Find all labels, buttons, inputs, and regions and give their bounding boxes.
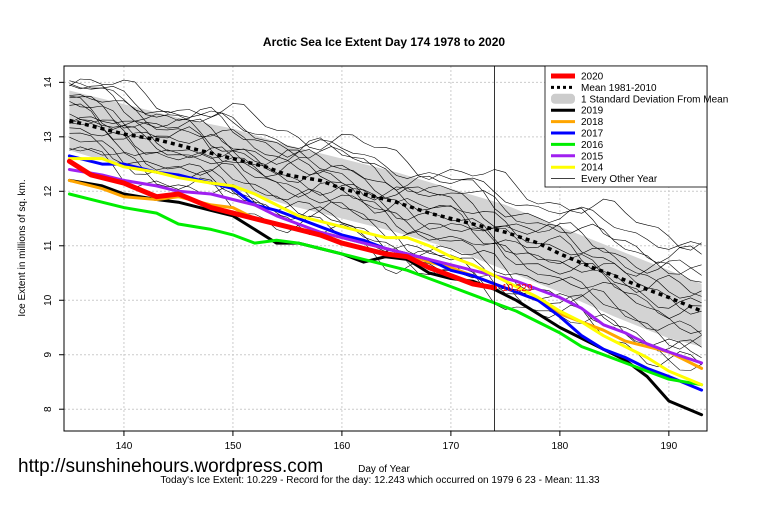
- y-tick-label-14: 14: [43, 76, 54, 88]
- y-axis-label: Ice Extent in millions of sq. km.: [17, 179, 28, 316]
- other-year-line-17: [69, 116, 702, 315]
- other-year-line-16: [69, 95, 702, 283]
- other-year-line-15: [69, 83, 702, 250]
- every-other-year-lines: [69, 78, 702, 371]
- other-year-line-6: [69, 103, 702, 297]
- x-tick-label-180: 180: [552, 441, 569, 452]
- other-year-line-13: [69, 146, 702, 371]
- watermark-url: http://sunshinehours.wordpress.com: [18, 456, 324, 477]
- x-tick-label-170: 170: [443, 441, 460, 452]
- other-year-line-8: [69, 113, 702, 320]
- other-year-line-3: [69, 94, 702, 299]
- y-tick-label-12: 12: [43, 185, 54, 197]
- axes: 140 150 160 170 180 190 8 9 10 11 12 13 14: [43, 76, 678, 452]
- y-tick-label-9: 9: [43, 352, 54, 358]
- annotation-label: 10.229: [502, 283, 533, 294]
- legend-label-6: 2016: [581, 140, 604, 151]
- other-year-line-7: [69, 119, 702, 334]
- other-year-line-5: [69, 101, 702, 309]
- y-tick-label-10: 10: [43, 294, 54, 306]
- legend-label-4: 2018: [581, 117, 604, 128]
- x-tick-label-140: 140: [116, 441, 133, 452]
- legend-label-5: 2017: [581, 129, 604, 140]
- summary-text: Today's Ice Extent: 10.229 - Record for …: [160, 475, 600, 486]
- y-tick-label-8: 8: [43, 406, 54, 412]
- legend-label-8: 2014: [581, 163, 604, 174]
- series-line-2016: [67, 192, 704, 387]
- legend-label-2: 1 Standard Deviation From Mean: [581, 94, 728, 105]
- legend-swatch-band: [551, 93, 575, 104]
- legend-label-7: 2015: [581, 151, 604, 162]
- series-line-2014: [67, 157, 704, 387]
- other-year-line-1: [69, 80, 702, 275]
- y-tick-label-11: 11: [43, 240, 54, 251]
- other-year-line-0: [69, 78, 702, 251]
- series-line-2020: [66, 158, 497, 291]
- std-band-layer: [69, 90, 702, 347]
- x-tick-label-150: 150: [225, 441, 242, 452]
- plot-frame: [63, 65, 708, 432]
- other-year-line-4: [69, 96, 702, 276]
- series-lines: [66, 154, 704, 417]
- legend-label-3: 2019: [581, 106, 604, 117]
- chart-title: Arctic Sea Ice Extent Day 174 1978 to 20…: [263, 35, 505, 49]
- legend-label-9: Every Other Year: [581, 174, 658, 185]
- x-axis-label: Day of Year: [358, 464, 410, 475]
- legend-label-1: Mean 1981-2010: [581, 83, 657, 94]
- y-tick-label-13: 13: [43, 131, 54, 143]
- std-band: [69, 90, 702, 347]
- x-tick-label-160: 160: [334, 441, 351, 452]
- series-line-2015: [67, 168, 704, 365]
- legend-label-0: 2020: [581, 72, 604, 83]
- other-year-line-10: [69, 127, 702, 350]
- x-tick-label-190: 190: [661, 441, 678, 452]
